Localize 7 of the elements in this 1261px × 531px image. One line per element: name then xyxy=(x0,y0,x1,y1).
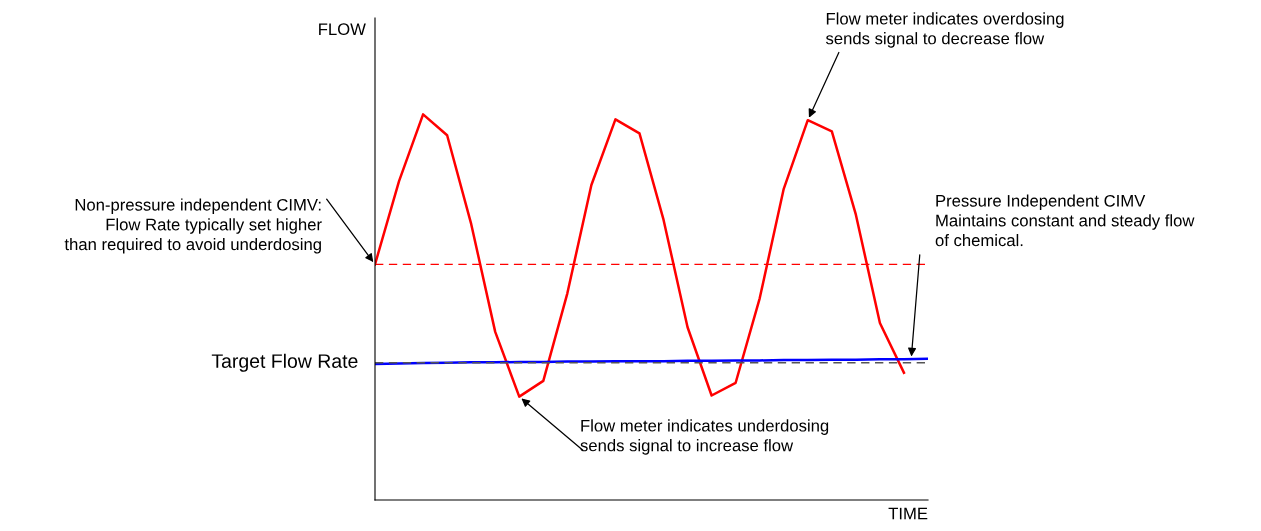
x-axis-title: TIME xyxy=(888,507,928,520)
text: Non-pressure independent CIMV: Flow Rate typically set higher than required to avoid underdosing xyxy=(64,198,322,254)
text: Pressure Independent CIMV Maintains constant and steady flow of chemical. xyxy=(935,194,1195,247)
text: Flow meter indicates overdosing sends signal to decrease flow xyxy=(825,12,1064,48)
y-axis-title: FLOW xyxy=(319,23,366,36)
ref-line-label: Target Flow Rate xyxy=(211,353,358,372)
annotation: Flow meter indicates underdosing sends signal to increase flow xyxy=(580,419,829,455)
